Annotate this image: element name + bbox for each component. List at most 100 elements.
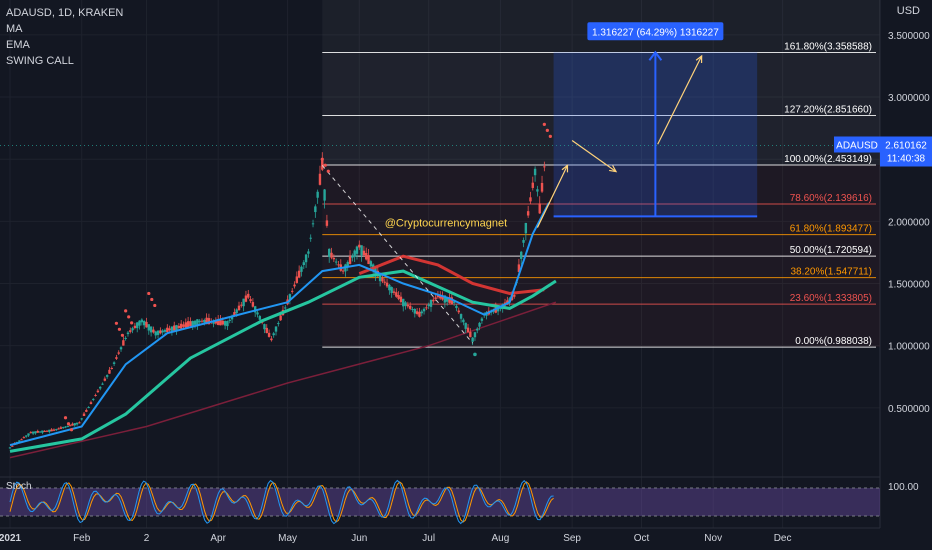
candle-body xyxy=(66,425,70,427)
projection-arrow-head xyxy=(695,54,703,64)
candle-body xyxy=(203,319,206,323)
candle-body xyxy=(182,324,185,327)
candle-body xyxy=(219,319,222,326)
candle-body xyxy=(476,328,479,331)
swing-call-dot xyxy=(548,134,552,138)
candle-body xyxy=(207,318,211,325)
fib-level-label: 23.60%(1.333805) xyxy=(790,293,872,304)
candle-body xyxy=(244,295,248,302)
candle-body xyxy=(328,248,331,257)
candle-body xyxy=(50,429,53,432)
candle-body xyxy=(240,304,243,306)
candle-body xyxy=(300,266,303,272)
candle-body xyxy=(89,402,93,405)
candle-body xyxy=(18,440,21,442)
candle-body xyxy=(105,375,109,377)
projection-arrow xyxy=(571,140,617,173)
candle-body xyxy=(200,320,204,322)
swing-call-dot xyxy=(545,128,549,132)
swing-call-dot xyxy=(130,321,134,325)
candle-body xyxy=(408,305,412,309)
candle-body xyxy=(253,306,257,313)
candle-body xyxy=(216,319,220,325)
measure-arrow-head xyxy=(648,50,663,61)
candle-body xyxy=(129,330,132,332)
candle-body xyxy=(522,240,525,243)
candle-body xyxy=(115,357,118,359)
candle-body xyxy=(295,276,299,283)
candle-body xyxy=(406,304,410,307)
candle-body xyxy=(24,435,28,437)
swing-call-dot xyxy=(326,169,330,173)
swing-call-dot xyxy=(120,333,125,337)
candle-body xyxy=(272,333,275,336)
candle-body xyxy=(29,432,33,434)
indicator-ema-label[interactable]: EMA xyxy=(6,39,30,51)
fib-zone-upper xyxy=(322,52,880,166)
candle-body xyxy=(140,319,144,323)
candle-body xyxy=(235,309,238,314)
candle-body xyxy=(321,159,324,170)
candle-body xyxy=(258,316,262,320)
measure-label-box xyxy=(587,22,724,41)
candle-body xyxy=(536,189,539,192)
swing-call-dot xyxy=(127,315,131,319)
candle-body xyxy=(119,347,123,350)
candle-body xyxy=(221,320,225,325)
indicator-swing-call-label[interactable]: SWING CALL xyxy=(6,55,74,67)
candle-body xyxy=(108,369,111,374)
x-tick-label: Apr xyxy=(210,533,226,544)
swing-call-dot xyxy=(69,428,74,432)
candle-body xyxy=(226,321,229,327)
currency-label: USD xyxy=(896,5,920,17)
candle-body xyxy=(358,244,361,248)
candle-body xyxy=(517,264,521,272)
candle-body xyxy=(526,211,530,216)
candle-body xyxy=(223,321,227,326)
measure-label: 1.316227 (64.29%) 1316227 xyxy=(592,27,719,38)
candles-group xyxy=(8,152,546,449)
candle-body xyxy=(473,332,477,338)
candle-body xyxy=(198,320,201,323)
candle-body xyxy=(311,223,315,225)
candle-body xyxy=(351,256,354,258)
candle-body xyxy=(196,319,199,326)
candle-body xyxy=(251,302,255,307)
candle-body xyxy=(267,332,271,337)
candle-body xyxy=(20,439,23,441)
candle-body xyxy=(265,327,268,334)
candle-body xyxy=(52,429,56,431)
x-tick-label: Nov xyxy=(704,533,722,544)
candle-body xyxy=(288,294,292,300)
indicator-ma-label[interactable]: MA xyxy=(6,23,23,35)
candle-body xyxy=(99,386,102,389)
y-tick-label: 1.000000 xyxy=(888,342,930,353)
candle-body xyxy=(179,323,183,329)
candle-body xyxy=(450,297,454,305)
candle-body xyxy=(316,191,319,198)
stoch-label: Stoch xyxy=(6,481,32,492)
candle-body xyxy=(237,305,241,311)
candle-body xyxy=(142,320,146,326)
candle-body xyxy=(399,296,403,303)
candle-body xyxy=(478,322,481,327)
candle-body xyxy=(334,261,338,263)
symbol-title[interactable]: ADAUSD, 1D, KRAKEN xyxy=(6,7,124,19)
candle-body xyxy=(166,327,169,333)
candle-body xyxy=(420,311,423,314)
x-tick-label: Feb xyxy=(73,533,91,544)
candle-body xyxy=(441,295,444,300)
candle-body xyxy=(291,290,294,292)
candle-body xyxy=(57,428,60,430)
candle-body xyxy=(404,302,407,306)
candle-body xyxy=(332,257,336,260)
y-tick-label: 1.500000 xyxy=(888,280,930,291)
stoch-k-line xyxy=(9,479,554,525)
long-ma-line xyxy=(9,301,557,459)
candle-body xyxy=(38,431,42,433)
candle-body xyxy=(422,308,426,312)
candle-body xyxy=(330,252,333,258)
candle-body xyxy=(429,299,433,307)
candle-body xyxy=(230,315,234,320)
